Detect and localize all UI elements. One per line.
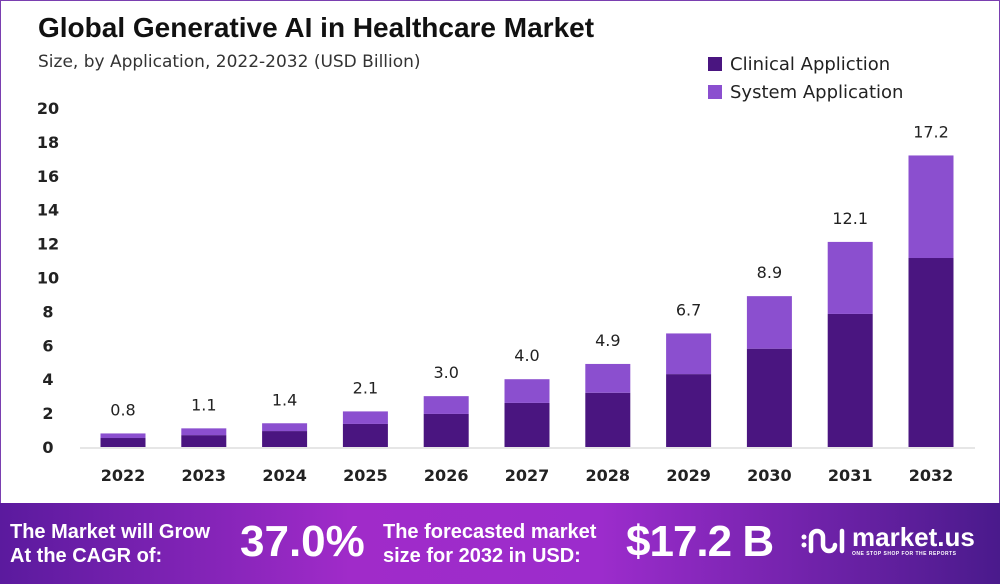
x-tick-label: 2031 xyxy=(828,466,873,485)
chart: 0 2 4 6 8 10 12 14 16 18 20 0.8 2022 1.1 2023 1.4 2024 2.… xyxy=(37,99,975,485)
bar-segment-clinical xyxy=(100,438,146,447)
x-tick-label: 2026 xyxy=(424,466,469,485)
y-tick-label: 20 xyxy=(37,99,59,118)
forecast-value: $17.2 B xyxy=(626,517,774,566)
cagr-label-line-1: The Market will Grow xyxy=(10,521,211,543)
brand-logo: market.us ONE STOP SHOP FOR THE REPORTS xyxy=(800,523,975,558)
bar-segment-system xyxy=(666,333,712,375)
forecast-label: The forecasted market size for 2032 in U… xyxy=(383,520,596,568)
brand-logo-icon xyxy=(801,528,845,553)
y-tick-label: 10 xyxy=(37,269,59,288)
bar-segment-system xyxy=(585,363,631,393)
legend-swatch-system xyxy=(708,85,722,99)
legend-label-clinical: Clinical Appliction xyxy=(730,53,891,75)
bar-segment-system xyxy=(504,379,550,403)
x-tick-label: 2028 xyxy=(586,466,631,485)
y-tick-label: 4 xyxy=(42,370,53,389)
bar-segment-clinical xyxy=(746,348,792,447)
forecast-label-line-2: size for 2032 in USD: xyxy=(383,545,581,567)
brand-tagline: ONE STOP SHOP FOR THE REPORTS xyxy=(852,551,957,557)
bar-segment-clinical xyxy=(585,392,631,447)
y-tick-label: 2 xyxy=(42,404,53,423)
x-tick-label: 2030 xyxy=(747,466,792,485)
data-label-total: 2.1 xyxy=(353,378,378,397)
y-tick-label: 16 xyxy=(37,167,59,186)
x-tick-label: 2022 xyxy=(101,466,146,485)
y-tick-label: 12 xyxy=(37,235,59,254)
data-label-total: 6.7 xyxy=(676,300,701,319)
data-label-total: 8.9 xyxy=(757,263,782,282)
bar-segment-system xyxy=(342,411,388,424)
footer-banner: The Market will Grow At the CAGR of: 37.… xyxy=(0,503,1000,584)
cagr-label-line-2: At the CAGR of: xyxy=(10,545,163,567)
data-label-total: 4.9 xyxy=(595,331,620,350)
legend-item-clinical: Clinical Appliction xyxy=(708,50,903,78)
data-label-total: 4.0 xyxy=(514,346,539,365)
cagr-value: 37.0% xyxy=(240,517,365,566)
x-tick-label: 2032 xyxy=(909,466,954,485)
bar-segment-clinical xyxy=(342,423,388,447)
data-label-total: 0.8 xyxy=(110,400,135,419)
bar-segment-system xyxy=(746,296,792,349)
bar-segment-clinical xyxy=(827,313,873,447)
legend-swatch-clinical xyxy=(708,57,722,71)
bar-segment-system xyxy=(181,428,227,436)
chart-title: Global Generative AI in Healthcare Marke… xyxy=(38,12,595,43)
cagr-label: The Market will Grow At the CAGR of: xyxy=(10,520,210,568)
bar-segment-system xyxy=(827,241,873,314)
x-tick-label: 2025 xyxy=(343,466,388,485)
y-tick-label: 8 xyxy=(42,302,53,321)
data-label-total: 1.1 xyxy=(191,395,216,414)
forecast-label-line-1: The forecasted market xyxy=(383,521,597,543)
chart-subtitle: Size, by Application, 2022-2032 (USD Bil… xyxy=(38,52,421,72)
bar-segment-system xyxy=(100,433,146,439)
bar-segment-clinical xyxy=(181,435,227,447)
x-tick-label: 2023 xyxy=(182,466,227,485)
legend: Clinical Appliction System Application xyxy=(708,50,903,106)
x-tick-label: 2027 xyxy=(505,466,550,485)
bar-segment-clinical xyxy=(666,374,712,447)
data-label-total: 17.2 xyxy=(913,122,949,141)
bar-segment-clinical xyxy=(262,431,308,447)
x-tick-label: 2029 xyxy=(666,466,711,485)
y-tick-label: 0 xyxy=(42,438,53,457)
data-label-total: 1.4 xyxy=(272,390,297,409)
legend-item-system: System Application xyxy=(708,78,903,106)
y-tick-label: 6 xyxy=(42,336,53,355)
y-tick-label: 14 xyxy=(37,201,59,220)
bar-segment-clinical xyxy=(908,258,954,447)
brand-name: market.us xyxy=(852,522,975,552)
x-tick-label: 2024 xyxy=(262,466,307,485)
bar-segment-clinical xyxy=(504,402,550,447)
bar-segment-clinical xyxy=(423,413,469,447)
y-tick-label: 18 xyxy=(37,133,59,152)
data-label-total: 12.1 xyxy=(832,209,868,228)
bar-segment-system xyxy=(908,155,954,259)
bar-segment-system xyxy=(262,423,308,432)
bar-segment-system xyxy=(423,396,469,414)
legend-label-system: System Application xyxy=(730,81,904,103)
data-label-total: 3.0 xyxy=(433,363,458,382)
